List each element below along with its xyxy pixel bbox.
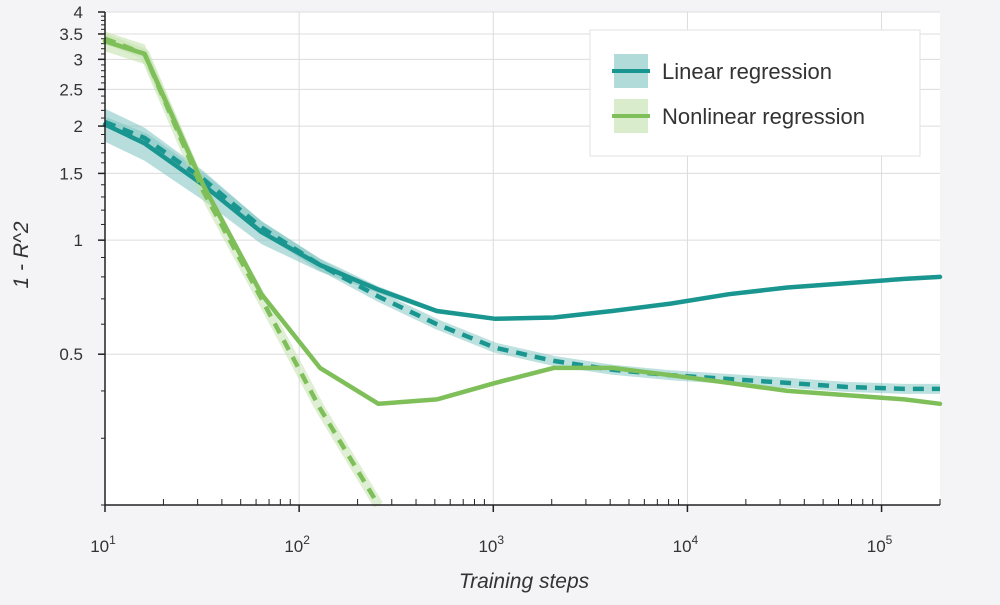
line-linear: [102, 122, 943, 322]
legend-label-linear: Linear regression: [662, 59, 832, 84]
x-axis-title: Training steps: [459, 570, 590, 593]
y-tick-label: 3: [74, 50, 83, 69]
x-tick-label: 104: [673, 533, 699, 556]
y-tick-label: 0.5: [59, 345, 83, 364]
y-tick-label: 4: [74, 3, 83, 22]
legend: Linear regression Nonlinear regression: [589, 29, 921, 157]
band-linear: [105, 108, 940, 321]
y-axis-title: 1 - R^2: [10, 221, 33, 288]
series-lines: [102, 36, 943, 507]
x-tick-label: 105: [867, 533, 893, 556]
y-tick-label: 1: [74, 231, 83, 250]
x-tick-label: 101: [90, 533, 116, 556]
line-nonlinear: [102, 38, 943, 407]
y-axis-ticks: 0.5 1 1.5 2 2.5 3 3.5 4: [59, 3, 105, 364]
x-tick-label: 102: [284, 533, 310, 556]
legend-label-nonlinear: Nonlinear regression: [662, 104, 865, 129]
y-tick-label: 2: [74, 117, 83, 136]
dashed-line-nonlinear: [104, 36, 381, 507]
y-tick-label: 3.5: [59, 25, 83, 44]
y-tick-label: 2.5: [59, 80, 83, 99]
dashed-line-linear: [104, 119, 940, 392]
x-tick-label: 103: [478, 533, 504, 556]
y-tick-label: 1.5: [59, 164, 83, 183]
legend-box: [589, 29, 921, 157]
x-axis-ticks: 101 102 103 104 105: [90, 505, 893, 556]
